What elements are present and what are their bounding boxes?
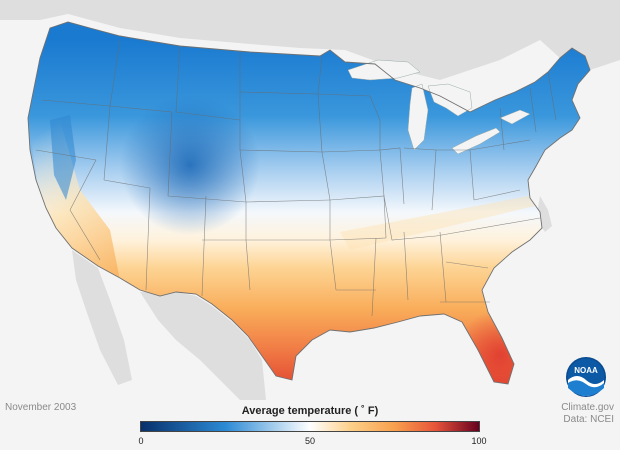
credits: Climate.gov Data: NCEI <box>561 402 614 426</box>
legend-title: Average temperature ( ˚ F) <box>241 405 379 417</box>
legend-color-bar <box>140 421 480 432</box>
surrounding-land <box>0 0 620 400</box>
credit-source: Climate.gov <box>561 402 614 413</box>
state-borders <box>35 39 557 317</box>
credit-data: Data: NCEI <box>563 414 614 425</box>
legend-tick-mid: 50 <box>304 436 316 446</box>
legend-tick-min: 0 <box>138 436 144 446</box>
period-label: November 2003 <box>5 402 77 413</box>
noaa-logo-icon: NOAA <box>566 357 606 397</box>
legend-tick-max: 100 <box>471 436 487 446</box>
great-lakes <box>347 59 531 155</box>
noaa-logo-text: NOAA <box>574 366 598 375</box>
